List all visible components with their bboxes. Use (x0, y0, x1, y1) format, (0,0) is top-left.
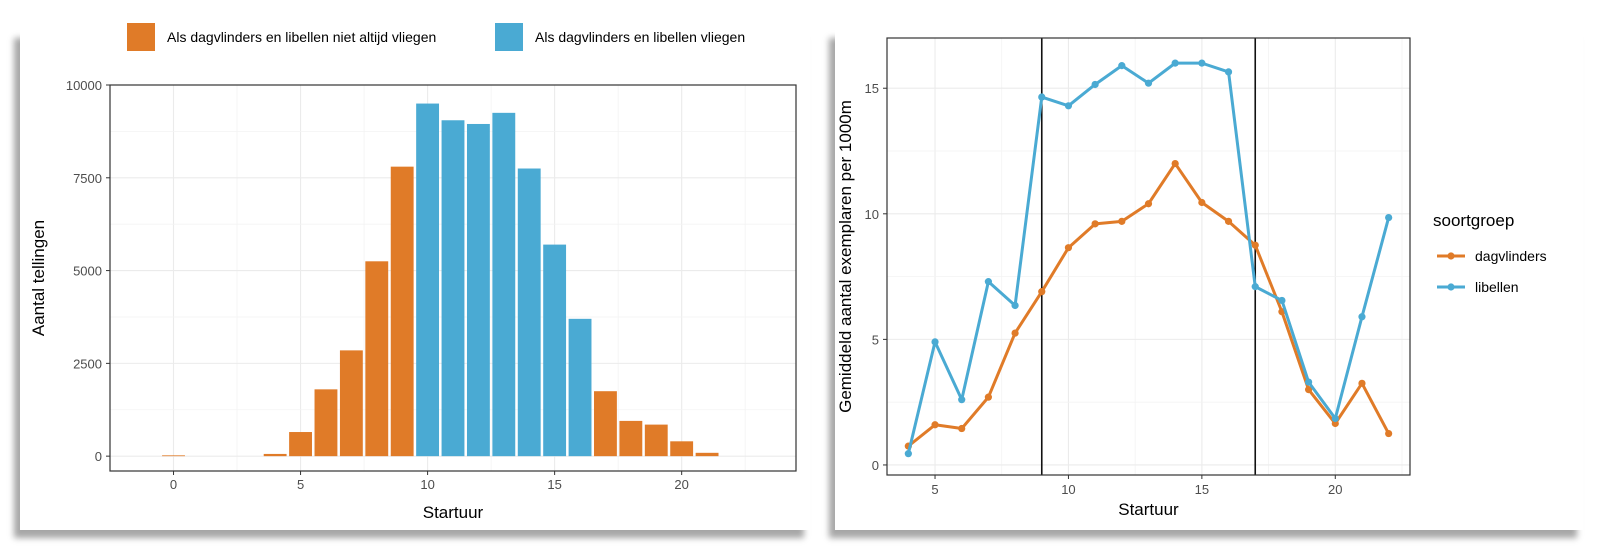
point-dagvlinders-5 (931, 421, 939, 429)
bar-20 (670, 441, 694, 457)
point-dagvlinders-12 (1118, 217, 1126, 225)
line-chart-panel: 5 10 15 20 0 5 10 15 Startuur Gemiddeld aantal ex… (835, 30, 1583, 530)
y-tick-label-2: 10 (865, 207, 879, 222)
point-dagvlinders-14 (1171, 159, 1179, 168)
point-dagvlinders-11 (1091, 220, 1099, 228)
point-dagvlinders-20 (1331, 419, 1339, 428)
point-dagvlinders-15 (1198, 198, 1206, 207)
point-dagvlinders-7 (984, 393, 992, 401)
point-dagvlinders-6 (958, 424, 966, 433)
bar-13 (492, 112, 516, 457)
bar-19 (644, 424, 668, 457)
bar-0 (162, 455, 185, 457)
point-libellen-21 (1358, 313, 1366, 321)
point-libellen-6 (958, 396, 966, 404)
y-tick-label-4: 10000 (66, 78, 102, 93)
bar-17 (594, 391, 617, 457)
point-libellen-12 (1118, 62, 1126, 70)
point-libellen-22 (1385, 213, 1393, 222)
point-libellen-17 (1251, 283, 1259, 291)
point-libellen-15 (1198, 59, 1206, 67)
gridlines (887, 38, 1410, 475)
legend-label-0: Als dagvlinders en libellen niet altijd … (167, 29, 436, 45)
legend-marker-dagvlinders (1447, 252, 1455, 260)
bar-18 (619, 420, 643, 457)
point-dagvlinders-16 (1224, 217, 1233, 225)
y-axis-title: Aantal tellingen (29, 220, 48, 336)
bar-8 (365, 261, 389, 457)
point-libellen-18 (1278, 296, 1286, 305)
bar-16 (568, 318, 592, 457)
point-libellen-9 (1038, 93, 1046, 101)
line-chart: 5 10 15 20 0 5 10 15 Startuur Gemiddeld aantal ex… (836, 37, 1547, 519)
point-libellen-13 (1144, 79, 1153, 87)
point-libellen-11 (1091, 80, 1099, 89)
bar-5 (289, 432, 312, 457)
point-libellen-20 (1331, 414, 1339, 423)
legend-label-dagvlinders: dagvlinders (1475, 248, 1547, 264)
point-libellen-4 (904, 450, 912, 458)
x-tick-label-3: 15 (547, 477, 561, 492)
y-tick-label-3: 7500 (73, 171, 102, 186)
y-tick-label-2: 5000 (73, 264, 102, 279)
plot-border (109, 84, 797, 472)
y-tick-label-0: 0 (95, 449, 102, 464)
point-libellen-14 (1171, 59, 1179, 67)
series-libellen (904, 59, 1393, 458)
series-dagvlinders (904, 159, 1393, 450)
y-tick-label-1: 2500 (73, 356, 102, 371)
y-tick-label-3: 15 (865, 81, 879, 96)
x-axis-title: Startuur (1118, 500, 1179, 519)
point-dagvlinders-9 (1038, 288, 1046, 296)
legend-label-1: Als dagvlinders en libellen vliegen (535, 29, 745, 45)
x-tick-label-1: 5 (297, 477, 304, 492)
point-dagvlinders-17 (1251, 241, 1259, 249)
legend-swatch-1 (495, 23, 523, 51)
x-tick-label-3: 20 (1328, 482, 1342, 497)
bar-21 (695, 452, 719, 457)
x-axis-title: Startuur (423, 503, 484, 522)
bar-15 (543, 244, 567, 457)
point-libellen-5 (931, 338, 939, 346)
legend: soortgroep dagvlinders libellen (1433, 211, 1547, 295)
y-axis-title: Gemiddeld aantal exemplaren per 1000m (836, 100, 855, 413)
point-dagvlinders-13 (1144, 200, 1153, 208)
legend-title: soortgroep (1433, 211, 1514, 230)
legend-swatch-0 (127, 23, 155, 51)
bar-chart: Als dagvlinders en libellen niet altijd … (29, 23, 797, 522)
bar-6 (314, 389, 338, 457)
point-dagvlinders-10 (1064, 244, 1073, 252)
bar-11 (441, 120, 465, 457)
y-tick-label-1: 5 (872, 332, 879, 347)
y-tick-label-0: 0 (872, 458, 879, 473)
point-libellen-8 (1011, 301, 1019, 310)
point-libellen-10 (1064, 102, 1073, 110)
bar-14 (517, 168, 541, 457)
legend-label-libellen: libellen (1475, 279, 1519, 295)
x-tick-label-0: 5 (931, 482, 938, 497)
point-dagvlinders-22 (1385, 429, 1393, 438)
point-libellen-16 (1224, 68, 1233, 76)
legend-marker-libellen (1447, 283, 1455, 291)
point-dagvlinders-19 (1305, 386, 1313, 394)
bar-10 (416, 103, 440, 457)
x-tick-label-2: 10 (420, 477, 434, 492)
series-line-libellen (906, 61, 1391, 455)
bar-9 (390, 166, 414, 457)
plot-border (886, 37, 1411, 476)
point-libellen-7 (984, 278, 992, 286)
x-tick-label-1: 10 (1061, 482, 1075, 497)
bar-4 (263, 453, 287, 457)
bars (162, 103, 719, 457)
point-libellen-19 (1305, 378, 1313, 386)
bar-12 (466, 123, 490, 457)
bar-chart-panel: Als dagvlinders en libellen niet altijd … (20, 23, 810, 530)
x-tick-label-0: 0 (170, 477, 177, 492)
x-tick-label-2: 15 (1195, 482, 1209, 497)
point-dagvlinders-8 (1011, 329, 1019, 337)
bar-7 (339, 350, 363, 457)
x-tick-label-4: 20 (674, 477, 688, 492)
point-dagvlinders-21 (1358, 379, 1366, 387)
legend: Als dagvlinders en libellen niet altijd … (127, 23, 745, 51)
